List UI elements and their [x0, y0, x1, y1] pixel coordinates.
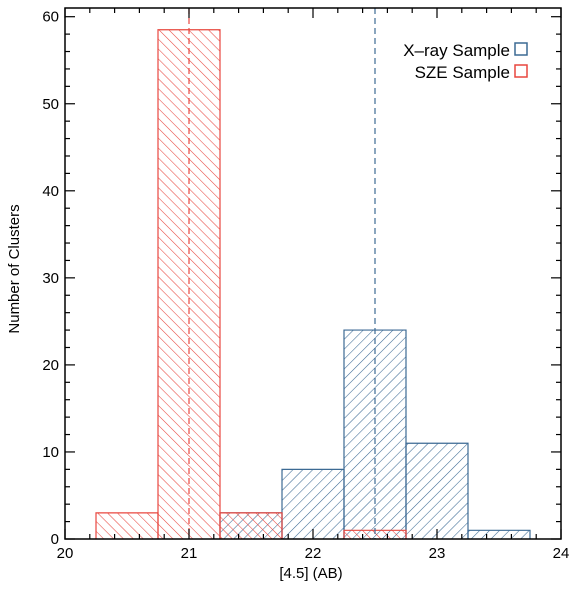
y-tick-label: 40 [42, 183, 59, 200]
y-tick-label: 60 [42, 9, 59, 26]
y-tick-label: 10 [42, 444, 59, 461]
plot-frame [64, 7, 562, 540]
bar-series-0-bin-3 [406, 443, 468, 539]
x-tick-label: 24 [553, 545, 569, 562]
bars-layer [95, 29, 531, 539]
bar-series-1-bin-1 [158, 29, 220, 539]
median-lines [188, 8, 376, 539]
x-tick-label: 21 [181, 545, 198, 562]
x-tick-label: 23 [429, 545, 446, 562]
bar-outline-series-0-bin-3 [405, 442, 469, 539]
bar-outline-series-1-bin-2 [219, 512, 283, 539]
bar-series-1-bin-0 [96, 512, 158, 539]
bar-series-0-bin-1 [282, 469, 344, 539]
y-axis-label: Number of Clusters [6, 204, 23, 333]
legend-label-sze: SZE Sample [415, 63, 510, 82]
x-tick-labels: 20 21 22 23 24 [57, 545, 569, 562]
legend-swatch-xray [514, 42, 528, 56]
y-tick-label: 0 [51, 531, 59, 548]
bar-series-0-bin-2 [344, 330, 406, 539]
x-axis-label: [4.5] (AB) [279, 565, 342, 582]
y-tick-label: 20 [42, 357, 59, 374]
axis-ticks [64, 8, 562, 540]
y-tick-labels: 0 10 20 30 40 50 60 [42, 9, 59, 548]
bar-series-1-bin-2 [220, 512, 282, 539]
legend-label-xray: X–ray Sample [403, 41, 510, 60]
legend: X–ray Sample SZE Sample [403, 41, 528, 82]
bar-series-1-bin-3 [344, 530, 406, 539]
x-tick-label: 22 [305, 545, 322, 562]
bar-outline-series-0-bin-4 [467, 529, 531, 539]
y-tick-label: 30 [42, 270, 59, 287]
bar-series-0-bin-4 [468, 530, 530, 539]
series-1-bars [95, 29, 407, 539]
x-tick-label: 20 [57, 545, 74, 562]
legend-swatch-sze [514, 64, 528, 78]
y-tick-label: 50 [42, 96, 59, 113]
series-0-bars [219, 329, 531, 539]
